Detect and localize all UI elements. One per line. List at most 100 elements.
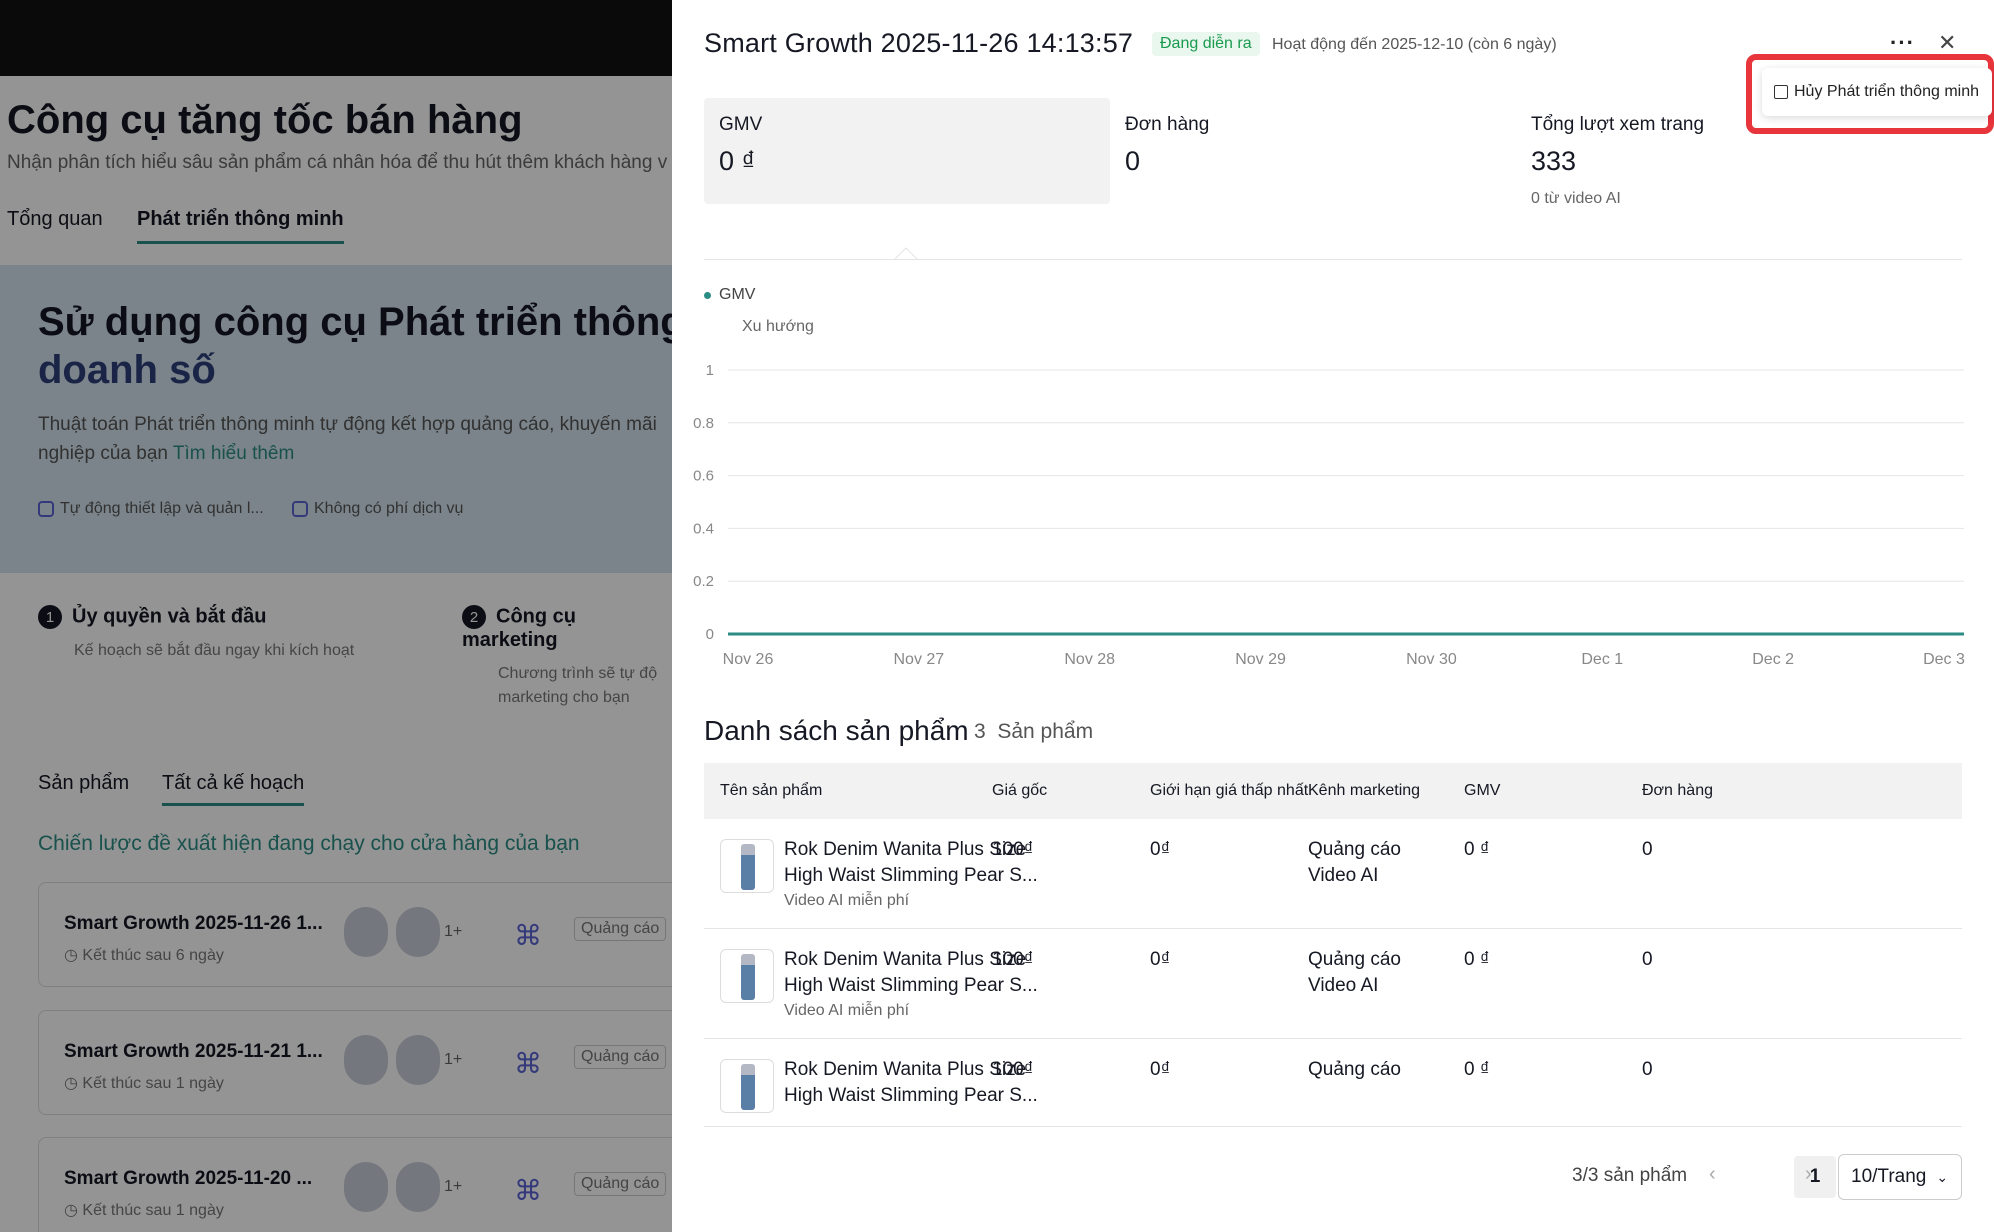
more-options-icon[interactable]: ··· xyxy=(1890,30,1915,55)
product-name-line: High Waist Slimming Pear S... xyxy=(784,865,1038,886)
learn-more-link[interactable]: Tìm hiểu thêm xyxy=(172,443,295,464)
smart-growth-icon: ⌘ xyxy=(514,920,542,951)
modal-overlay[interactable] xyxy=(0,0,672,1232)
next-page-icon[interactable]: › xyxy=(1805,1163,1812,1185)
hero-description: Thuật toán Phát triển thông minh tự động… xyxy=(38,410,657,468)
metric-sub: 0 từ video AI xyxy=(1531,190,1621,207)
step-title: Công cụ marketing xyxy=(462,605,576,652)
plan-more-count: 1+ xyxy=(444,923,463,940)
tab-all-plans[interactable]: Tất cả kế hoạch xyxy=(162,772,305,806)
metric-page-views[interactable]: Tổng lượt xem trang 333 0 từ video AI xyxy=(1516,98,1922,207)
channel-line: Video AI xyxy=(1308,865,1379,886)
legend-dot xyxy=(704,291,711,299)
plan-ends-label: Kết thúc sau 1 ngày xyxy=(82,1202,224,1219)
step-description: Chương trình sẽ tự độ marketing cho bạn xyxy=(462,662,672,710)
plan-thumbs xyxy=(344,907,440,957)
cancel-smart-growth-button[interactable]: Hủy Phát triển thông minh xyxy=(1762,68,1992,116)
settings-icon xyxy=(38,501,54,517)
min-price-cell: 0₫ xyxy=(1150,949,1171,970)
strategy-title: Chiến lược đề xuất hiện đang chạy cho cử… xyxy=(38,832,580,855)
product-figure xyxy=(741,844,755,890)
step-1: 1 Ủy quyền và bắt đầu Kế hoạch sẽ bắt đầu… xyxy=(38,605,354,663)
product-figure xyxy=(741,1064,755,1110)
prev-page-icon[interactable]: ‹ xyxy=(1709,1163,1716,1185)
metric-gmv[interactable]: GMV 0 ₫ xyxy=(704,98,1110,204)
feature-label: Tự động thiết lập và quản l... xyxy=(60,500,264,517)
feature-label: Không có phí dịch vụ xyxy=(314,500,464,517)
x-tick-label: Nov 28 xyxy=(1064,651,1115,668)
plan-ends: ◷ Kết thúc sau 1 ngày xyxy=(64,1202,224,1219)
product-name[interactable]: Rok Denim Wanita Plus Size High Waist Sli… xyxy=(784,837,1038,889)
plan-card[interactable]: Smart Growth 2025-11-26 1... ◷ Kết thúc … xyxy=(38,882,672,987)
gmv-cell: 0 ₫ xyxy=(1464,1059,1490,1080)
tab-products[interactable]: Sản phẩm xyxy=(38,772,130,794)
y-tick-label: 0.4 xyxy=(693,520,714,537)
top-navigation-bar xyxy=(0,0,672,76)
table-header: Tên sản phẩm Giá gốc Giới hạn giá thấp n… xyxy=(704,763,1962,819)
table-row[interactable]: Rok Denim Wanita Plus Size High Waist Sli… xyxy=(704,929,1962,1039)
x-tick-label: Nov 29 xyxy=(1235,651,1286,668)
cancel-menu-highlight: Hủy Phát triển thông minh xyxy=(1746,54,1994,134)
products-count: 3 Sản phẩm xyxy=(974,720,1093,744)
product-image xyxy=(720,1059,774,1113)
price-cell: 100₫ xyxy=(992,1059,1034,1080)
plan-thumbs xyxy=(344,1035,440,1085)
orders-cell: 0 xyxy=(1642,1059,1653,1080)
channel-cell: Quảng cáo Video AI xyxy=(1308,837,1401,889)
x-tick-label: Dec 3 xyxy=(1923,651,1965,668)
pager-total: 3/3 sản phẩm xyxy=(1572,1165,1688,1186)
metric-value: 0 ₫ xyxy=(719,146,756,176)
chart-legend: GMV xyxy=(704,286,755,304)
drawer-title: Smart Growth 2025-11-26 14:13:57 xyxy=(704,28,1134,58)
close-icon[interactable]: ✕ xyxy=(1938,30,1957,55)
product-name-line: High Waist Slimming Pear S... xyxy=(784,1085,1038,1106)
metric-orders[interactable]: Đơn hàng 0 xyxy=(1110,98,1516,204)
step-desc-line: marketing cho bạn xyxy=(498,689,630,706)
divider xyxy=(704,259,1962,260)
plan-badge: Quảng cáo xyxy=(574,917,667,941)
plan-ends: ◷ Kết thúc sau 6 ngày xyxy=(64,947,224,964)
product-thumb xyxy=(344,907,388,957)
product-figure xyxy=(741,954,755,1000)
product-name-line: High Waist Slimming Pear S... xyxy=(784,975,1038,996)
page-1-button[interactable]: 1 xyxy=(1794,1156,1836,1198)
channel-line: Video AI xyxy=(1308,975,1379,996)
background-page: Công cụ tăng tốc bán hàng Nhận phân tích… xyxy=(0,0,672,1232)
page-title: Công cụ tăng tốc bán hàng xyxy=(7,98,523,142)
page-size-select[interactable]: 10/Trang ⌄ xyxy=(1838,1154,1962,1200)
metric-label: Đơn hàng xyxy=(1125,114,1210,135)
min-price-cell: 0₫ xyxy=(1150,1059,1171,1080)
products-count-value: 3 xyxy=(974,720,986,743)
plan-title: Smart Growth 2025-11-20 ... xyxy=(64,1168,313,1189)
orders-cell: 0 xyxy=(1642,839,1653,860)
column-header: Tên sản phẩm xyxy=(720,782,823,799)
product-name[interactable]: Rok Denim Wanita Plus Size High Waist Sli… xyxy=(784,1057,1038,1109)
y-tick-label: 1 xyxy=(706,362,714,379)
plan-title: Smart Growth 2025-11-26 1... xyxy=(64,913,323,934)
table-row[interactable]: Rok Denim Wanita Plus Size High Waist Sli… xyxy=(704,1039,1962,1127)
plan-card[interactable]: Smart Growth 2025-11-21 1... ◷ Kết thúc … xyxy=(38,1010,672,1115)
tab-smart-growth[interactable]: Phát triển thông minh xyxy=(137,208,344,244)
gmv-cell: 0 ₫ xyxy=(1464,949,1490,970)
product-image xyxy=(720,839,774,893)
plan-more-count: 1+ xyxy=(444,1051,463,1068)
gmv-cell: 0 ₫ xyxy=(1464,839,1490,860)
product-name[interactable]: Rok Denim Wanita Plus Size High Waist Sli… xyxy=(784,947,1038,999)
plan-ends: ◷ Kết thúc sau 1 ngày xyxy=(64,1075,224,1092)
money-bag-icon xyxy=(292,501,308,517)
plan-card[interactable]: Smart Growth 2025-11-20 ... ◷ Kết thúc s… xyxy=(38,1137,672,1232)
step-2: 2 Công cụ marketing Chương trình sẽ tự độ… xyxy=(462,605,672,710)
plan-ends-label: Kết thúc sau 1 ngày xyxy=(82,1075,224,1092)
tab-overview[interactable]: Tổng quan xyxy=(7,208,103,230)
orders-cell: 0 xyxy=(1642,949,1653,970)
plan-detail-drawer: Smart Growth 2025-11-26 14:13:57 Đang di… xyxy=(672,0,1994,1232)
metric-label: Tổng lượt xem trang xyxy=(1531,114,1705,135)
plan-badge: Quảng cáo xyxy=(574,1172,667,1196)
active-until: Hoạt động đến 2025-12-10 (còn 6 ngày) xyxy=(1272,36,1557,53)
hero-title-highlight: doanh số xyxy=(38,348,216,392)
page-size-value: 10/Trang xyxy=(1851,1166,1927,1187)
table-row[interactable]: Rok Denim Wanita Plus Size High Waist Sli… xyxy=(704,819,1962,929)
calendar-cancel-icon xyxy=(1774,85,1788,99)
column-header: Đơn hàng xyxy=(1642,782,1713,799)
channel-cell: Quảng cáo Video AI xyxy=(1308,947,1401,999)
